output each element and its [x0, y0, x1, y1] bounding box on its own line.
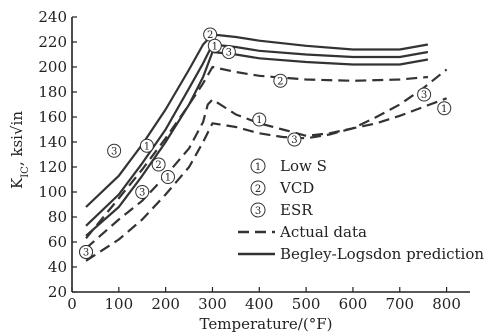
legend-label: Begley-Logsdon prediction	[280, 245, 484, 263]
marker-circle	[79, 245, 94, 259]
marker-circle	[250, 202, 266, 218]
curve-marker: 1	[252, 112, 267, 127]
marker-label: 3	[226, 48, 232, 59]
y-tick-label: 140	[38, 133, 67, 151]
curve-marker: 3	[107, 143, 122, 158]
curve-marker: 3	[417, 87, 432, 102]
y-tick-label: 200	[38, 58, 67, 76]
marker-label: 3	[139, 188, 145, 199]
y-tick-label: 240	[38, 8, 67, 26]
curve-marker: 1	[139, 138, 154, 153]
marker-label: 2	[207, 30, 213, 41]
y-tick-label: 60	[48, 233, 67, 251]
marker-label: 2	[155, 160, 161, 171]
curve-marker: 3	[79, 245, 94, 259]
marker-label: 1	[144, 141, 150, 152]
x-tick-label: 600	[339, 295, 368, 313]
legend-label: Low S	[280, 157, 327, 175]
marker-label: 1	[255, 162, 261, 173]
series-line-dashed-2	[85, 65, 428, 239]
curve-marker: 1	[160, 170, 175, 184]
marker-label: 1	[212, 41, 218, 52]
legend-marker: 1	[250, 158, 266, 174]
axes: 0 100 200 300 400 500 600 700 800 20 40 60 80 100 120 1…	[38, 8, 470, 313]
x-tick-label: 400	[245, 295, 274, 313]
y-tick-label: 160	[38, 108, 67, 126]
y-tick-label: 80	[48, 208, 67, 226]
marker-label: 3	[255, 206, 261, 217]
x-axis-title: Temperature/(°F)	[200, 315, 333, 333]
legend-marker: 2	[250, 180, 266, 196]
curve-marker: 2	[273, 73, 288, 88]
y-tick-label: 20	[48, 283, 67, 301]
marker-circle	[107, 143, 122, 158]
series-line-dashed-1	[85, 97, 447, 250]
legend-marker: 3	[250, 202, 266, 218]
x-tick-label: 800	[432, 295, 461, 313]
marker-circle	[139, 138, 154, 153]
curve-marker: 3	[135, 185, 150, 199]
marker-label: 1	[256, 115, 262, 126]
marker-label: 2	[277, 76, 283, 87]
marker-circle	[135, 185, 150, 199]
marker-label: 1	[441, 104, 447, 115]
marker-circle	[252, 112, 267, 127]
marker-circle	[151, 157, 166, 172]
y-axis-title-main: K	[8, 177, 26, 189]
legend-label: VCD	[279, 179, 314, 197]
y-tick-label: 40	[48, 258, 67, 276]
curve-marker: 3	[221, 45, 236, 59]
y-axis-title-units: , ksi√in	[8, 111, 26, 166]
series-line-solid-1	[85, 43, 429, 227]
x-tick-label: 200	[151, 295, 180, 313]
curve-marker: 1	[207, 38, 222, 53]
series-layer	[85, 33, 448, 262]
marker-label: 1	[165, 173, 171, 184]
point-markers: 233123121321331	[79, 27, 452, 259]
x-tick-label: 700	[385, 295, 414, 313]
marker-label: 3	[291, 135, 297, 146]
marker-circle	[160, 170, 175, 184]
y-axis-title: KIC, ksi√in	[8, 111, 31, 189]
x-tick-label: 300	[198, 295, 227, 313]
marker-circle	[221, 45, 236, 59]
marker-label: 2	[255, 184, 261, 195]
y-tick-label: 180	[38, 83, 67, 101]
x-tick-label: 100	[105, 295, 134, 313]
y-axis-title-sub: IC	[20, 166, 31, 178]
curve-marker: 1	[437, 101, 452, 116]
y-tick-label: 120	[38, 158, 67, 176]
marker-circle	[417, 87, 432, 102]
marker-circle	[250, 158, 266, 174]
curve-marker: 2	[151, 157, 166, 172]
marker-label: 3	[111, 146, 117, 157]
legend-label: ESR	[280, 201, 313, 219]
marker-circle	[250, 180, 266, 196]
marker-circle	[287, 132, 302, 147]
x-tick-label: 500	[292, 295, 321, 313]
series-line-dashed-3	[85, 68, 448, 262]
y-tick-label: 100	[38, 183, 67, 201]
marker-circle	[207, 38, 222, 53]
x-tick-label: 0	[67, 295, 77, 313]
curve-marker: 3	[287, 132, 302, 147]
marker-circle	[437, 101, 452, 116]
marker-label: 3	[421, 90, 427, 101]
legend-label: Actual data	[279, 223, 367, 241]
y-tick-label: 220	[38, 33, 67, 51]
marker-label: 3	[83, 248, 89, 259]
marker-circle	[273, 73, 288, 88]
legend: 1 Low S 2 VCD 3 ESR Actual data Begley-Logsdon …	[238, 157, 484, 263]
